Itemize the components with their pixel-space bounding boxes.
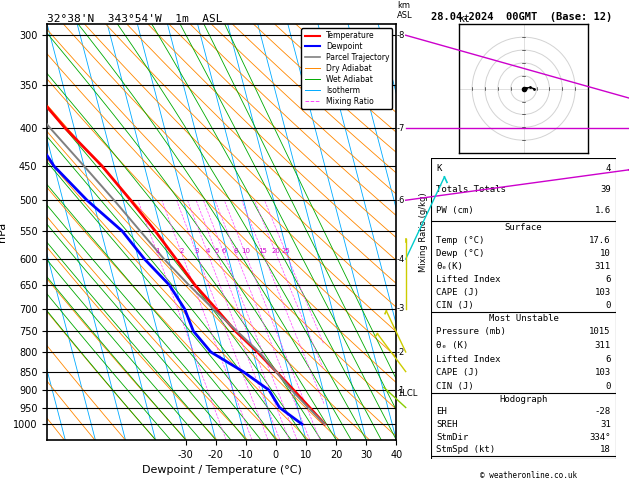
Text: K: K [437,164,442,173]
Text: Totals Totals: Totals Totals [437,185,506,194]
Text: 31: 31 [600,420,611,429]
Text: SREH: SREH [437,420,458,429]
Text: 311: 311 [595,341,611,350]
Text: CIN (J): CIN (J) [437,382,474,391]
Text: PW (cm): PW (cm) [437,206,474,215]
Text: 5: 5 [214,248,219,254]
Text: 28.04.2024  00GMT  (Base: 12): 28.04.2024 00GMT (Base: 12) [431,12,612,22]
Text: 4: 4 [206,248,210,254]
Text: 0: 0 [606,382,611,391]
Text: 334°: 334° [589,433,611,442]
Text: StmSpd (kt): StmSpd (kt) [437,446,496,454]
Text: 18: 18 [600,446,611,454]
Text: 39: 39 [600,185,611,194]
Text: 311: 311 [595,262,611,271]
Text: -4: -4 [397,255,405,263]
Text: StmDir: StmDir [437,433,469,442]
Text: 10: 10 [600,249,611,258]
Text: 15: 15 [259,248,267,254]
Text: Pressure (mb): Pressure (mb) [437,328,506,336]
Text: Dewp (°C): Dewp (°C) [437,249,485,258]
Text: CAPE (J): CAPE (J) [437,288,479,297]
Text: θₑ (K): θₑ (K) [437,341,469,350]
Text: CIN (J): CIN (J) [437,301,474,310]
Text: 1LCL: 1LCL [397,389,418,398]
Text: Mixing Ratio (g/kg): Mixing Ratio (g/kg) [419,192,428,272]
Text: 8: 8 [233,248,238,254]
Text: kt: kt [459,14,471,24]
Text: -3: -3 [397,304,405,313]
Text: 20: 20 [272,248,281,254]
Text: 25: 25 [282,248,291,254]
Text: 4: 4 [606,164,611,173]
Text: 6: 6 [222,248,226,254]
Text: 6: 6 [606,355,611,364]
Text: Surface: Surface [505,223,542,232]
Text: 1: 1 [155,248,160,254]
Legend: Temperature, Dewpoint, Parcel Trajectory, Dry Adiabat, Wet Adiabat, Isotherm, Mi: Temperature, Dewpoint, Parcel Trajectory… [301,28,392,109]
Text: 1.6: 1.6 [595,206,611,215]
Y-axis label: hPa: hPa [0,222,8,242]
Text: Most Unstable: Most Unstable [489,314,559,323]
Text: -28: -28 [595,407,611,417]
Text: 2: 2 [179,248,184,254]
X-axis label: Dewpoint / Temperature (°C): Dewpoint / Temperature (°C) [142,465,302,475]
Text: -7: -7 [397,123,405,133]
Text: 0: 0 [606,301,611,310]
Text: 1015: 1015 [589,328,611,336]
Text: 17.6: 17.6 [589,236,611,245]
Text: -1: -1 [397,385,405,395]
Text: 3: 3 [194,248,199,254]
Text: © weatheronline.co.uk: © weatheronline.co.uk [480,471,577,480]
Text: 10: 10 [241,248,250,254]
Text: -2: -2 [397,347,405,357]
Text: CAPE (J): CAPE (J) [437,368,479,377]
Text: EH: EH [437,407,447,417]
Text: 6: 6 [606,275,611,284]
Text: Temp (°C): Temp (°C) [437,236,485,245]
Text: Lifted Index: Lifted Index [437,355,501,364]
Text: km
ASL: km ASL [397,1,413,20]
Text: -6: -6 [397,196,405,205]
Text: 103: 103 [595,288,611,297]
Text: 32°38'N  343°54'W  1m  ASL: 32°38'N 343°54'W 1m ASL [47,14,223,23]
Text: Hodograph: Hodograph [499,395,548,404]
Text: -8: -8 [397,31,405,40]
Text: Lifted Index: Lifted Index [437,275,501,284]
Text: 103: 103 [595,368,611,377]
Text: θₑ(K): θₑ(K) [437,262,464,271]
